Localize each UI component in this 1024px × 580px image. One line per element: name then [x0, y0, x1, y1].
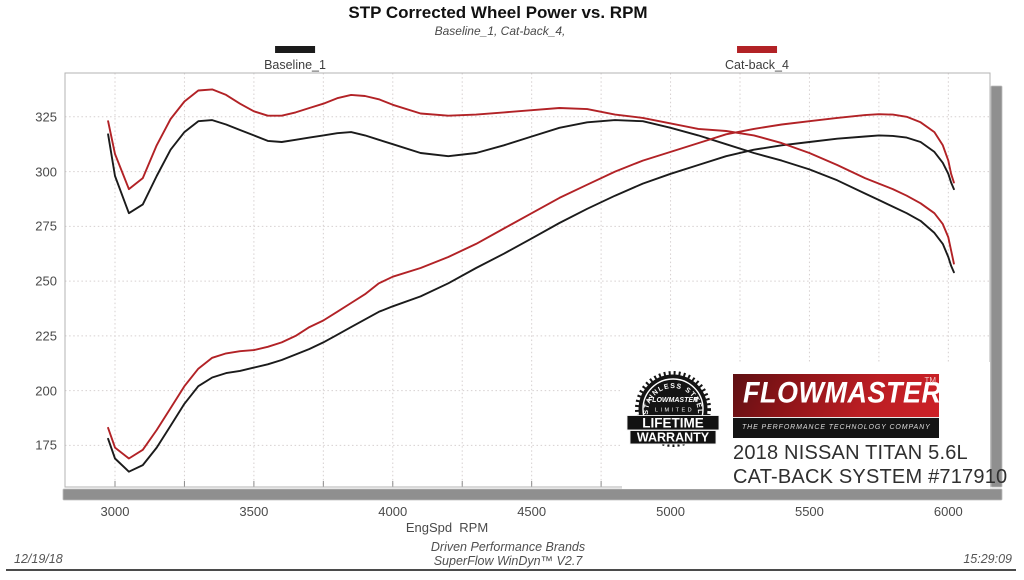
legend-label-catback: Cat-back_4 [725, 58, 789, 72]
footer-divider [6, 569, 1016, 571]
system-caption: CAT-BACK SYSTEM #717910 [733, 466, 1008, 488]
curve-cat-back-4-power [107, 113, 955, 460]
legend-item-catback: Cat-back_4 [725, 46, 789, 74]
horizontal-scrollbar[interactable] [62, 488, 1003, 501]
curve-baseline-1-torque [107, 119, 955, 274]
x-tick-label: 4500 [517, 504, 547, 519]
badge-warranty-text: WARRANTY [637, 430, 710, 444]
y-tick-label: 275 [35, 218, 57, 234]
page-title: STP Corrected Wheel Power vs. RPM [348, 3, 648, 22]
flowmaster-tagline-strip: THE PERFORMANCE TECHNOLOGY COMPANY [733, 417, 939, 438]
vertical-scrollbar[interactable] [990, 85, 1003, 488]
baseline-swatch-icon [274, 46, 315, 53]
flowmaster-tagline-text: THE PERFORMANCE TECHNOLOGY COMPANY [742, 424, 931, 431]
x-tick-label: 5000 [656, 504, 686, 519]
x-tick-label: 4000 [378, 504, 408, 519]
x-tick-label: 5500 [794, 504, 824, 519]
y-tick-label: 175 [35, 437, 57, 453]
flowmaster-logo: FLOWMASTER TM THE PERFORMANCE TECHNOLOGY… [733, 374, 939, 438]
footer-time: 15:29:09 [963, 552, 1012, 566]
y-tick-label: 325 [35, 109, 57, 125]
curve-baseline-1-power [107, 134, 955, 473]
x-tick-label: 6000 [933, 504, 963, 519]
chart-subtitle: Baseline_1, Cat-back_4, [434, 24, 566, 38]
badge-limited-text: LIMITED [655, 408, 694, 414]
vehicle-caption: 2018 NISSAN TITAN 5.6L [733, 442, 968, 464]
x-axis-title: EngSpd RPM [405, 520, 489, 535]
badge-lifetime-text: LIFETIME [642, 415, 704, 430]
y-tick-label: 300 [35, 164, 57, 180]
plot-area[interactable] [64, 72, 991, 488]
flowmaster-brand-text: FLOWMASTER [743, 376, 939, 410]
x-tick-label: 3500 [239, 504, 269, 519]
footer-date: 12/19/18 [14, 552, 63, 566]
footer-software-line: SuperFlow WinDyn™ V2.7 [433, 554, 583, 568]
y-tick-label: 225 [35, 328, 57, 344]
x-tick-label: 3000 [100, 504, 130, 519]
curve-cat-back-4-torque [107, 88, 955, 265]
warranty-badge-icon: STAINLESS STEEL FLOWMASTER LIMITED LIFET… [626, 371, 720, 447]
y-tick-label: 250 [35, 273, 57, 289]
y-tick-label: 200 [35, 383, 57, 399]
legend-label-baseline: Baseline_1 [264, 58, 326, 72]
flowmaster-trademark: TM [924, 376, 936, 385]
badge-brand-text: FLOWMASTER [648, 397, 698, 404]
catback-swatch-icon [737, 46, 777, 53]
footer-brands-line: Driven Performance Brands [430, 540, 586, 554]
legend-item-baseline: Baseline_1 [264, 46, 326, 74]
flowmaster-logo-block: STAINLESS STEEL FLOWMASTER LIMITED LIFET… [622, 362, 1007, 489]
